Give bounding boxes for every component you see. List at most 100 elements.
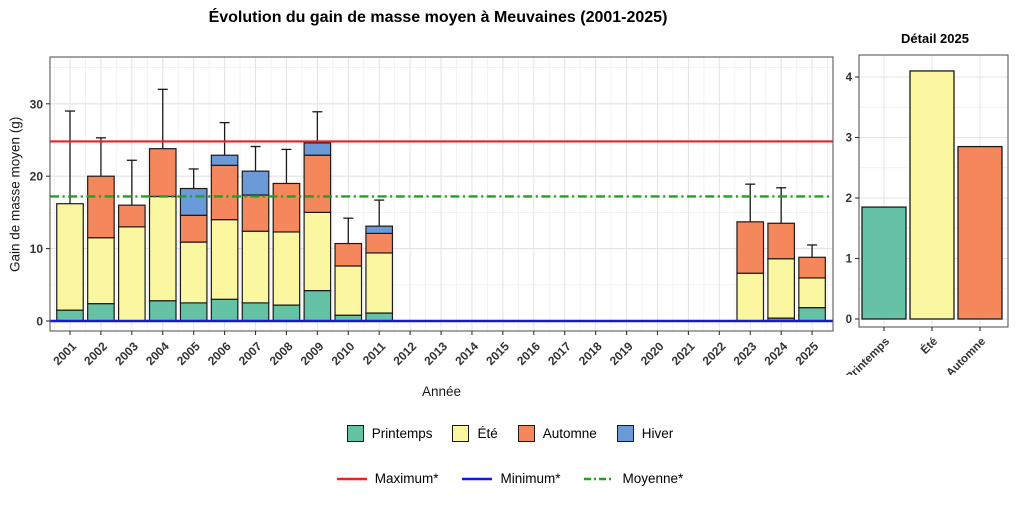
legend-line-sample-icon: [584, 477, 615, 480]
bar-segment-2005: [179, 187, 208, 216]
y-tick-label: 1: [846, 254, 853, 266]
x-tick-label: Automne: [944, 336, 988, 375]
x-tick-label: 2019: [607, 339, 636, 368]
bar-segment-2010: [334, 242, 363, 267]
x-tick-label: 2014: [452, 339, 481, 368]
bar-segment-2025: [798, 277, 826, 309]
x-tick-label: Été: [918, 335, 940, 357]
x-tick-label: 2022: [700, 339, 729, 368]
legend-line-label: Minimum*: [500, 471, 561, 486]
legend-season-label: Automne: [542, 426, 597, 441]
detail-chart-title: Détail 2025: [901, 31, 969, 46]
bar-segment-2009: [303, 154, 332, 213]
legend-season-label: Printemps: [371, 426, 433, 441]
x-tick-label: 2002: [81, 339, 110, 368]
bar-segment-2007: [241, 194, 270, 232]
legend-swatch-icon: [452, 425, 470, 442]
y-tick-label: 0: [36, 315, 43, 329]
bar-segment-2023: [736, 272, 765, 322]
x-tick-label: 2003: [112, 339, 141, 368]
x-tick-label: 2006: [205, 339, 234, 368]
x-tick-label: 2024: [761, 339, 790, 368]
legend-season-item-Été: Été: [452, 425, 498, 442]
y-tick-label: 2: [846, 193, 852, 205]
detail-bar-Été: [909, 70, 955, 320]
legend-line-sample-icon: [336, 477, 367, 480]
bar-segment-2006: [210, 219, 239, 300]
x-tick-label: 2025: [792, 339, 821, 368]
x-tick-label: 2018: [576, 339, 605, 368]
bar-segment-2003: [117, 226, 146, 322]
x-tick-label: 2004: [143, 339, 172, 368]
legend-season-item-Automne: Automne: [517, 425, 597, 442]
bar-segment-2025: [798, 307, 826, 322]
legend-line-label: Maximum*: [374, 471, 439, 486]
legend-line-sample-icon: [462, 477, 493, 480]
bar-segment-2006: [210, 164, 239, 221]
x-tick-label: 2015: [483, 339, 512, 368]
bar-segment-2011: [365, 232, 394, 254]
bar-segment-2024: [767, 258, 796, 319]
bar-segment-2006: [210, 154, 239, 166]
legend-season-item-Printemps: Printemps: [346, 425, 433, 442]
legend-season-label: Hiver: [641, 426, 674, 441]
y-tick-label: 3: [846, 133, 852, 145]
bar-segment-2005: [179, 214, 208, 243]
legend-swatch-icon: [616, 425, 634, 442]
legend-season-item-Hiver: Hiver: [616, 425, 674, 442]
detail-bar-Printemps: [861, 206, 907, 320]
legend-line-item-Maximum: Maximum*: [336, 471, 439, 486]
x-tick-label: 2012: [390, 339, 419, 368]
bar-segment-2005: [179, 302, 208, 322]
bar-segment-2008: [272, 304, 301, 322]
main-chart-title: Évolution du gain de masse moyen à Meuva…: [208, 9, 668, 26]
bar-segment-2005: [179, 241, 208, 304]
bar-segment-2006: [210, 298, 239, 322]
x-tick-label: 2010: [329, 339, 358, 368]
detail-bar-Automne: [957, 145, 1003, 320]
bar-segment-2001: [56, 309, 84, 322]
bar-segment-2010: [334, 265, 363, 316]
legend-seasons: Printemps Été Automne Hiver: [0, 425, 1020, 442]
bar-segment-2011: [365, 225, 394, 234]
x-tick-label: 2001: [50, 339, 79, 368]
legend-line-item-Minimum: Minimum*: [462, 471, 560, 486]
x-axis-label: Année: [421, 384, 462, 399]
legend-season-label: Été: [477, 426, 498, 441]
bar-segment-2007: [241, 170, 270, 196]
x-tick-label: 2017: [545, 339, 574, 368]
legend-lines: Maximum* Minimum* Moyenne*: [0, 471, 1020, 486]
x-tick-label: Printemps: [844, 336, 892, 375]
x-tick-label: 2016: [514, 339, 543, 368]
x-tick-label: 2021: [669, 339, 698, 368]
detail-chart: 0 1 2 3 4 Printemps Été Automne: [844, 54, 1009, 375]
bar-segment-2003: [117, 204, 146, 228]
x-tick-label: 2005: [174, 339, 203, 368]
y-tick-label: 20: [30, 170, 44, 184]
x-tick-label: 2008: [267, 339, 296, 368]
legend-swatch-icon: [346, 425, 364, 442]
bar-segment-2009: [303, 289, 332, 322]
legend-line-item-Moyenne: Moyenne*: [584, 471, 683, 486]
bar-segment-2002: [87, 303, 115, 322]
y-tick-label: 10: [30, 242, 44, 256]
bar-segment-2007: [241, 230, 270, 304]
x-tick-label: 2020: [638, 339, 667, 368]
bar-segment-2004: [148, 195, 177, 302]
bar-segment-2009: [303, 142, 332, 156]
bar-segment-2004: [148, 148, 177, 198]
y-tick-label: 0: [846, 314, 852, 326]
bar-segment-2011: [365, 252, 394, 314]
y-tick-label: 4: [846, 72, 853, 84]
bar-segment-2023: [736, 221, 765, 274]
bar-segment-2002: [87, 237, 115, 305]
bar-segment-2008: [272, 231, 301, 306]
bar-segment-2004: [148, 300, 177, 322]
legend-swatch-icon: [517, 425, 535, 442]
legend-line-label: Moyenne*: [622, 471, 684, 486]
bar-segment-2002: [87, 175, 115, 239]
bar-segment-2007: [241, 302, 270, 322]
bar-segment-2025: [798, 256, 826, 279]
